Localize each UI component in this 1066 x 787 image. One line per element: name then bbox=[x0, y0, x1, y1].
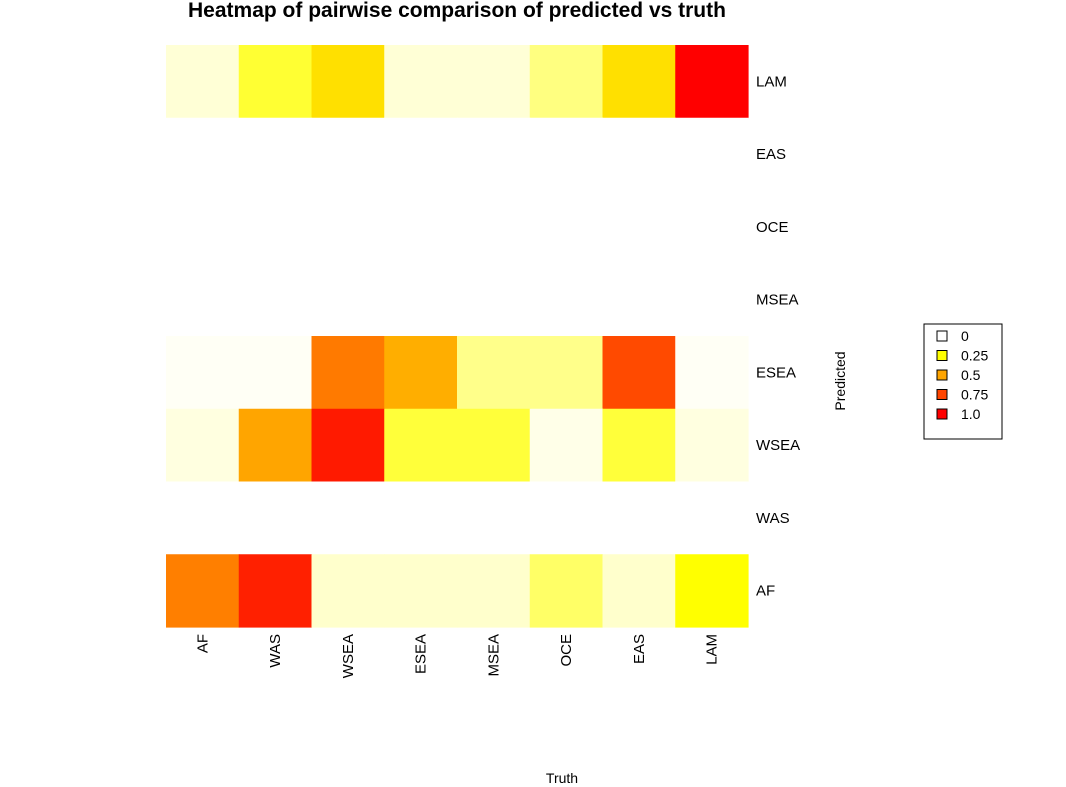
legend-swatch-3 bbox=[936, 389, 948, 400]
heatmap-cell-was-af bbox=[166, 481, 240, 555]
heatmap-cell-esea-wsea bbox=[311, 336, 385, 410]
legend-frame bbox=[923, 323, 1003, 440]
heatmap-cell-af-esea bbox=[384, 554, 458, 628]
heatmap-cell-esea-esea bbox=[384, 336, 458, 410]
heatmap-cell-was-msea bbox=[457, 481, 531, 555]
x-tick-label-lam: LAM bbox=[704, 634, 721, 665]
heatmap-cell-msea-was bbox=[238, 263, 313, 337]
heatmap-cell-eas-esea bbox=[384, 117, 458, 192]
y-tick-label-was: WAS bbox=[756, 510, 790, 527]
heatmap-cells bbox=[166, 45, 749, 628]
heatmap-cell-wsea-msea bbox=[457, 408, 531, 483]
x-axis-tick-labels: AF WAS WSEA ESEA MSEA OCE EAS LAM bbox=[194, 634, 720, 678]
heatmap-cell-oce-msea bbox=[457, 190, 531, 264]
heatmap-cell-af-wsea bbox=[311, 554, 385, 628]
heatmap-cell-eas-eas bbox=[602, 117, 676, 192]
y-tick-label-esea: ESEA bbox=[756, 364, 796, 381]
heatmap-cell-oce-af bbox=[166, 190, 240, 264]
heatmap-cell-was-eas bbox=[602, 481, 676, 555]
legend-label-2: 0.5 bbox=[961, 367, 981, 383]
y-tick-label-af: AF bbox=[756, 583, 775, 600]
heatmap-cell-oce-oce bbox=[529, 190, 604, 264]
heatmap-cell-oce-lam bbox=[675, 190, 749, 264]
heatmap-cell-esea-was bbox=[238, 336, 313, 410]
y-axis-tick-labels: LAM EAS OCE MSEA ESEA WSEA WAS AF bbox=[756, 73, 800, 599]
heatmap-cell-esea-lam bbox=[675, 336, 749, 410]
heatmap-cell-oce-esea bbox=[384, 190, 458, 264]
x-tick-label-eas: EAS bbox=[631, 634, 648, 664]
heatmap-cell-esea-msea bbox=[457, 336, 531, 410]
heatmap-cell-was-oce bbox=[529, 481, 604, 555]
heatmap-cell-eas-wsea bbox=[311, 117, 385, 192]
heatmap-cell-oce-wsea bbox=[311, 190, 385, 264]
legend-swatch-2 bbox=[936, 369, 948, 381]
heatmap-cell-eas-oce bbox=[529, 117, 604, 192]
heatmap-cell-wsea-oce bbox=[529, 408, 604, 483]
legend-label-3: 0.75 bbox=[961, 387, 988, 403]
heatmap-cell-oce-was bbox=[238, 190, 313, 264]
heatmap-cell-af-af bbox=[166, 554, 240, 628]
legend-label-0: 0 bbox=[961, 328, 969, 344]
chart-title: Heatmap of pairwise comparison of predic… bbox=[188, 0, 726, 22]
heatmap-cell-lam-wsea bbox=[311, 45, 385, 119]
heatmap-cell-was-esea bbox=[384, 481, 458, 555]
heatmap-cell-wsea-esea bbox=[384, 408, 458, 483]
heatmap-cell-af-msea bbox=[457, 554, 531, 628]
heatmap-cell-lam-esea bbox=[384, 45, 458, 119]
legend-swatch-0 bbox=[936, 330, 948, 342]
x-axis-label: Truth bbox=[546, 770, 578, 786]
x-tick-label-wsea: WSEA bbox=[340, 634, 357, 678]
heatmap-cell-lam-lam bbox=[675, 45, 749, 119]
legend-swatch-1 bbox=[936, 350, 948, 361]
color-legend: 0 0.25 0.5 0.75 1.0 bbox=[923, 323, 1003, 440]
heatmap-cell-eas-af bbox=[166, 117, 240, 192]
heatmap-cell-esea-eas bbox=[602, 336, 676, 410]
heatmap-cell-lam-msea bbox=[457, 45, 531, 119]
x-tick-label-was: WAS bbox=[267, 634, 284, 668]
legend-label-1: 0.25 bbox=[961, 348, 988, 364]
heatmap-cell-af-was bbox=[238, 554, 313, 628]
heatmap-cell-wsea-wsea bbox=[311, 408, 385, 483]
heatmap-cell-af-eas bbox=[602, 554, 676, 628]
heatmap-cell-msea-wsea bbox=[311, 263, 385, 337]
heatmap-cell-lam-eas bbox=[602, 45, 676, 119]
heatmap-cell-msea-eas bbox=[602, 263, 676, 337]
heatmap-cell-wsea-lam bbox=[675, 408, 749, 483]
heatmap-cell-lam-af bbox=[166, 45, 240, 119]
heatmap-cell-eas-lam bbox=[675, 117, 749, 192]
heatmap-cell-msea-esea bbox=[384, 263, 458, 337]
heatmap-cell-msea-msea bbox=[457, 263, 531, 337]
heatmap-cell-was-wsea bbox=[311, 481, 385, 555]
y-tick-label-lam: LAM bbox=[756, 73, 787, 90]
legend-swatch-4 bbox=[936, 408, 948, 420]
heatmap-cell-msea-lam bbox=[675, 263, 749, 337]
heatmap-cell-lam-was bbox=[238, 45, 313, 119]
y-tick-label-oce: OCE bbox=[756, 219, 789, 236]
x-tick-label-msea: MSEA bbox=[485, 634, 502, 677]
y-tick-label-wsea: WSEA bbox=[756, 437, 800, 454]
legend-label-4: 1.0 bbox=[961, 406, 981, 422]
x-tick-label-esea: ESEA bbox=[413, 634, 430, 674]
x-tick-label-oce: OCE bbox=[558, 634, 575, 667]
heatmap-cell-af-oce bbox=[529, 554, 604, 628]
heatmap-cell-af-lam bbox=[675, 554, 749, 628]
heatmap-cell-was-was bbox=[238, 481, 313, 555]
heatmap-cell-eas-msea bbox=[457, 117, 531, 192]
y-axis-label: Predicted bbox=[832, 351, 848, 410]
heatmap-cell-wsea-eas bbox=[602, 408, 676, 483]
y-tick-label-msea: MSEA bbox=[756, 292, 799, 309]
heatmap-cell-eas-was bbox=[238, 117, 313, 192]
heatmap-cell-oce-eas bbox=[602, 190, 676, 264]
heatmap-cell-wsea-was bbox=[238, 408, 313, 483]
heatmap-cell-lam-oce bbox=[529, 45, 604, 119]
heatmap-cell-wsea-af bbox=[166, 408, 240, 483]
x-tick-label-af: AF bbox=[194, 634, 211, 653]
heatmap-cell-esea-af bbox=[166, 336, 240, 410]
y-tick-label-eas: EAS bbox=[756, 146, 786, 163]
heatmap-cell-msea-oce bbox=[529, 263, 604, 337]
heatmap-cell-was-lam bbox=[675, 481, 749, 555]
heatmap-cell-msea-af bbox=[166, 263, 240, 337]
heatmap-cell-esea-oce bbox=[529, 336, 604, 410]
